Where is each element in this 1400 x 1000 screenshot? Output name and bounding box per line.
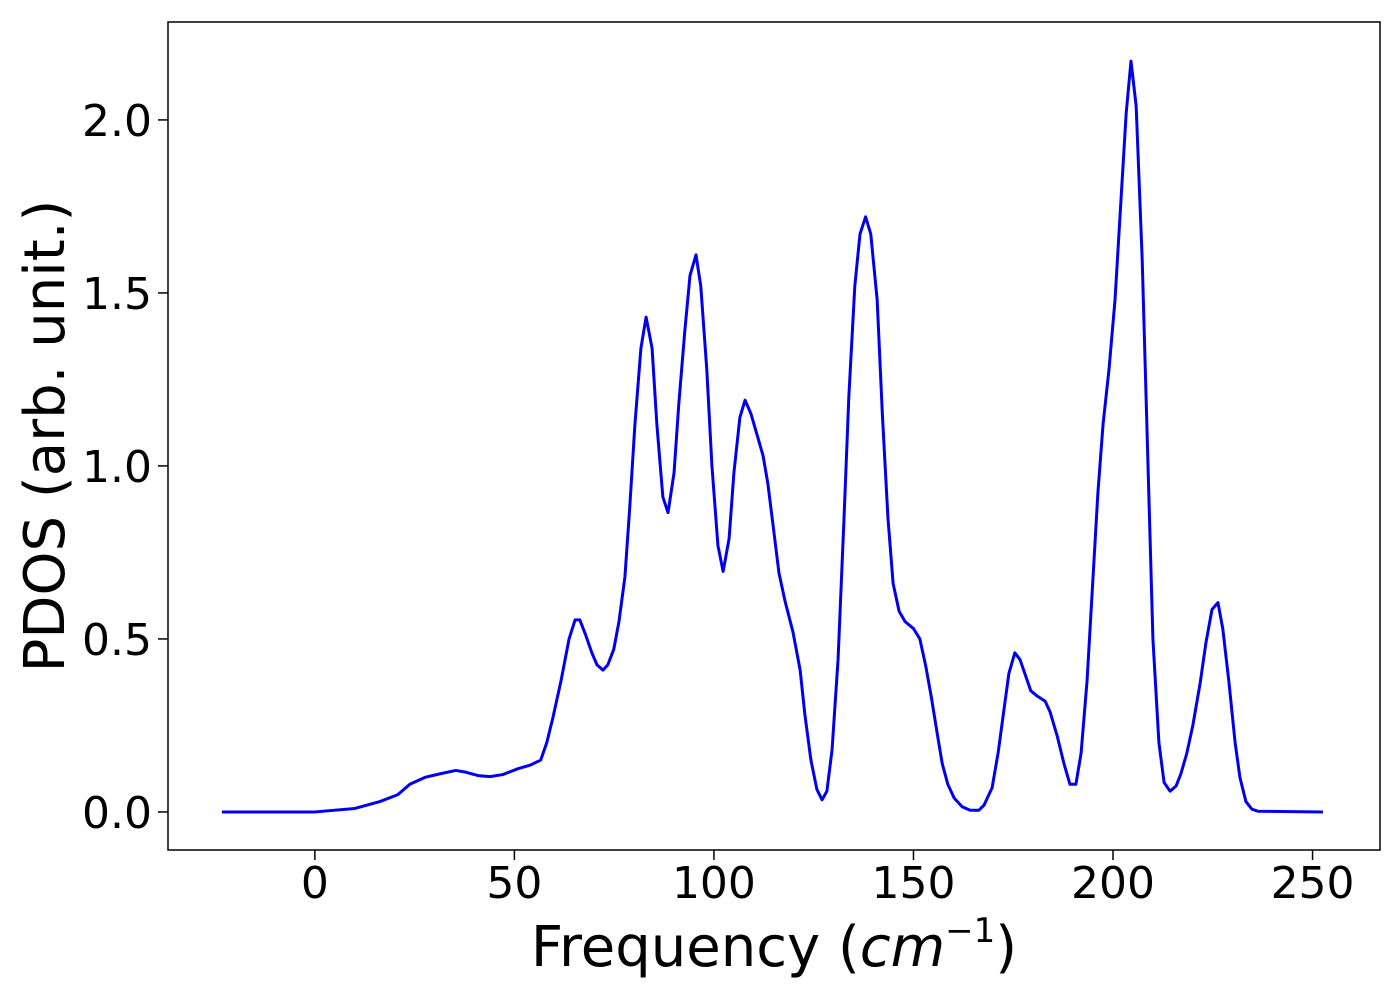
x-label-part: Frequency ( (531, 915, 860, 980)
y-tick-label: 1.0 (82, 442, 152, 493)
plot-frame (167, 21, 1381, 851)
x-tick-label: 200 (1071, 858, 1155, 909)
x-tick-label: 0 (301, 858, 329, 909)
x-label-exponent: −1 (945, 911, 995, 951)
x-tick-label: 250 (1271, 858, 1355, 909)
x-tick-label: 100 (672, 858, 756, 909)
y-tick-label: 0.5 (82, 615, 152, 666)
y-axis-label: PDOS (arb. unit.) (13, 200, 78, 673)
x-axis-label: Frequency (cm−1) (531, 911, 1017, 980)
x-tick-label: 150 (871, 858, 955, 909)
x-label-part: ) (995, 915, 1017, 980)
x-tick-label: 50 (486, 858, 542, 909)
y-tick-label: 1.5 (82, 269, 152, 320)
data-line (221, 59, 1323, 814)
y-tick-label: 2.0 (82, 96, 152, 147)
x-label-unit: cm (860, 915, 945, 980)
y-tick-label: 0.0 (82, 788, 152, 839)
